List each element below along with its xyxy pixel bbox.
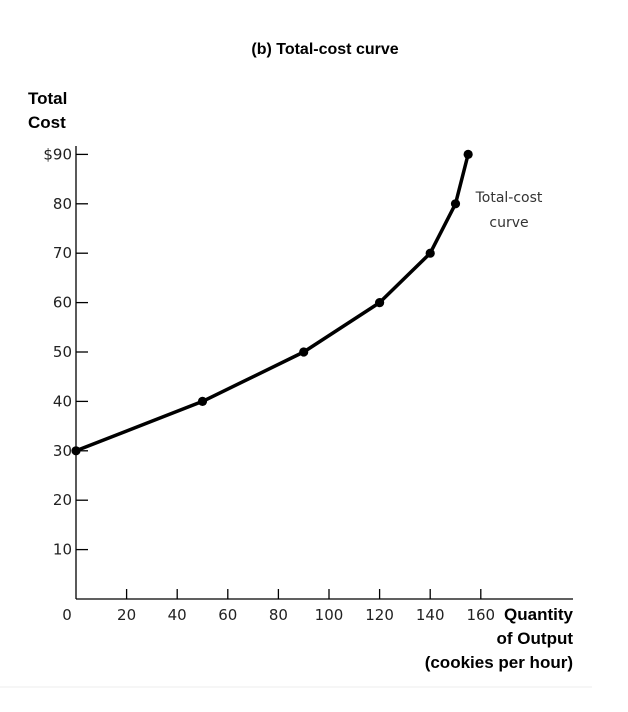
x-tick-label: 120 xyxy=(365,606,394,624)
x-axis-label-line-3: (cookies per hour) xyxy=(425,653,573,672)
y-tick-label: 80 xyxy=(53,195,72,213)
data-point xyxy=(197,396,208,406)
curve-annotation-line-2: curve xyxy=(489,215,528,231)
x-tick-label: 100 xyxy=(315,606,344,624)
x-tick-label: 80 xyxy=(269,606,288,624)
total-cost-curve-line xyxy=(74,152,470,453)
data-point xyxy=(375,298,385,308)
y-axis-label-line-2: Cost xyxy=(28,113,66,132)
y-tick-label: 20 xyxy=(53,491,72,509)
axes xyxy=(75,146,573,600)
x-tick-label: 140 xyxy=(416,606,445,624)
x-tick-label: 160 xyxy=(466,606,495,624)
curve-annotation-line-1: Total-cost xyxy=(475,190,543,206)
data-point xyxy=(450,199,461,209)
chart-title: (b) Total-cost curve xyxy=(251,41,398,58)
x-axis-label-line-2: of Output xyxy=(497,629,574,648)
x-axis-label-line-1: Quantity xyxy=(504,605,573,624)
data-point xyxy=(463,149,473,159)
x-ticks: 0 20 40 60 80 100 120 140 160 xyxy=(62,589,495,624)
y-tick-label: 50 xyxy=(53,343,72,361)
data-point xyxy=(425,248,435,258)
y-tick-label: $90 xyxy=(43,145,72,163)
y-tick-label: 70 xyxy=(53,244,72,262)
x-tick-label: 0 xyxy=(62,606,72,624)
y-tick-label: 10 xyxy=(53,541,72,559)
data-point xyxy=(71,446,81,456)
y-axis-label-line-1: Total xyxy=(28,89,67,108)
x-tick-label: 60 xyxy=(218,606,237,624)
y-tick-label: 30 xyxy=(53,442,72,460)
x-tick-label: 20 xyxy=(117,606,136,624)
x-tick-label: 40 xyxy=(168,606,187,624)
y-tick-label: 60 xyxy=(53,294,72,312)
data-point xyxy=(299,347,309,357)
y-tick-label: 40 xyxy=(53,392,72,410)
y-ticks: 10 20 30 40 50 60 70 80 $90 xyxy=(43,145,88,559)
series-layer xyxy=(71,149,473,456)
